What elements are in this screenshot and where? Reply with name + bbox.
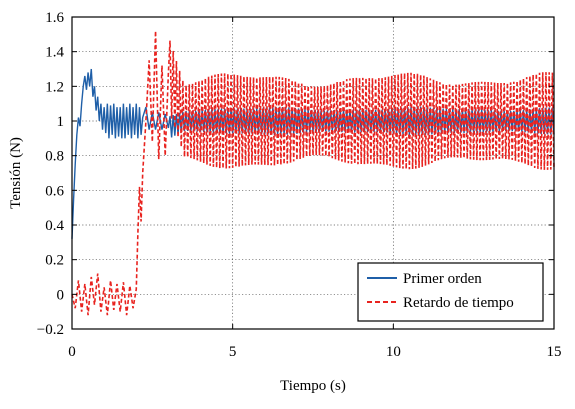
series-line-retardo-de-tiempo bbox=[71, 30, 555, 316]
x-tick-label: 0 bbox=[68, 344, 76, 360]
x-tick-label: 15 bbox=[547, 344, 562, 360]
y-tick-label: 0 bbox=[57, 287, 65, 303]
legend: Primer orden Retardo de tiempo bbox=[357, 262, 544, 322]
plot-frame bbox=[71, 16, 555, 330]
axis-ticks bbox=[71, 16, 555, 330]
x-axis-label: Tiempo (s) bbox=[280, 378, 346, 394]
y-tick-label: −0.2 bbox=[37, 322, 64, 338]
legend-box bbox=[357, 262, 544, 322]
series-layer bbox=[71, 30, 555, 316]
y-tick-label: 1.4 bbox=[45, 45, 64, 61]
y-tick-label: 1 bbox=[57, 114, 65, 130]
y-tick-label: 1.2 bbox=[45, 79, 64, 95]
legend-label-primer-orden: Primer orden bbox=[403, 271, 482, 287]
y-tick-label: 1.6 bbox=[45, 10, 64, 26]
y-tick-label: 0.2 bbox=[45, 253, 64, 269]
x-tick-label: 5 bbox=[229, 344, 237, 360]
y-axis-label: Tensión (N) bbox=[8, 137, 24, 209]
y-tick-label: 0.8 bbox=[45, 149, 64, 165]
y-tick-label: 0.4 bbox=[45, 218, 64, 234]
x-tick-label: 10 bbox=[386, 344, 401, 360]
y-tick-label: 0.6 bbox=[45, 183, 64, 199]
tick-labels: 0 5 10 15−0.200.20.40.60.811.21.41.6 bbox=[37, 10, 562, 360]
legend-label-retardo-de-tiempo: Retardo de tiempo bbox=[403, 295, 514, 311]
